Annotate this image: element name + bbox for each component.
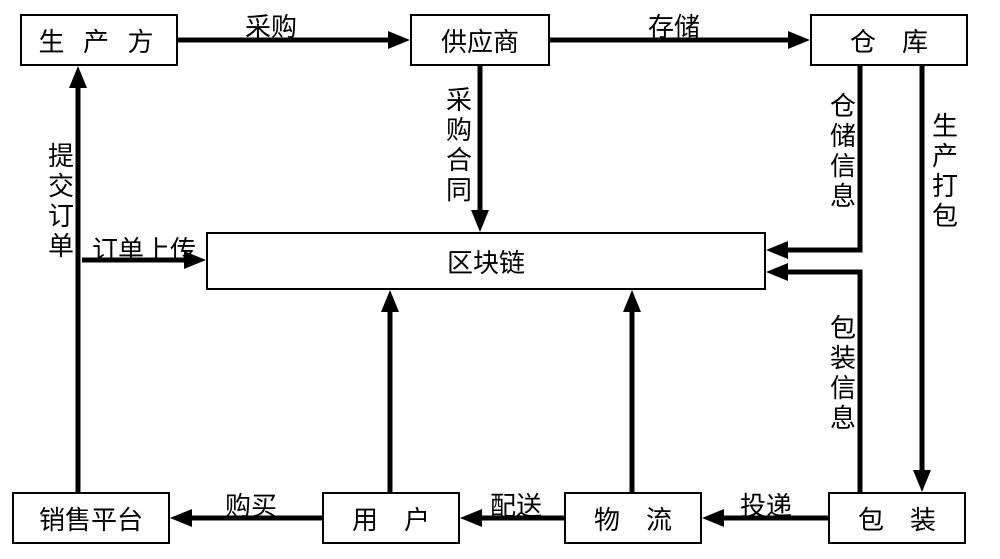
edge-e_log_to_bc-head — [623, 290, 641, 312]
edge-e_deliver-head — [702, 509, 724, 527]
edge-e_prodpack-label: 生产打包 — [932, 112, 958, 232]
edge-e_dispatch-head — [460, 509, 482, 527]
edge-e_storageinfo-label-char-2: 信 — [830, 152, 856, 182]
edge-e_prodpack-label-char-0: 生 — [932, 112, 958, 142]
edge-e_submitorder-label-char-3: 单 — [48, 232, 74, 262]
edge-e_contract-label-char-3: 同 — [446, 176, 472, 206]
edge-e_contract-label-char-2: 合 — [446, 146, 472, 176]
edge-e_packinfo-label-char-3: 息 — [830, 404, 856, 434]
node-warehouse-label: 仓 库 — [850, 22, 928, 59]
node-producer: 生 产 方 — [20, 14, 178, 66]
flowchart-canvas: 生 产 方供应商仓 库区块链销售平台用 户物 流包 装采购存储采购合同仓储信息包… — [0, 0, 1000, 559]
edge-e_packinfo-label-char-1: 装 — [830, 344, 856, 374]
node-packaging-label: 包 装 — [858, 500, 936, 537]
edge-e_storageinfo-label: 仓储信息 — [830, 92, 856, 212]
edge-e_submitorder-label-char-2: 订 — [48, 202, 74, 232]
node-producer-label: 生 产 方 — [38, 22, 159, 59]
edge-e_prodpack-head — [913, 470, 931, 492]
edge-e_store-label: 存储 — [648, 7, 700, 44]
edge-e_buy-label: 购买 — [225, 486, 277, 523]
edge-e_contract-label: 采购合同 — [446, 86, 472, 206]
node-sales-label: 销售平台 — [39, 500, 143, 537]
edge-e_storageinfo-label-char-1: 储 — [830, 122, 856, 152]
node-packaging: 包 装 — [828, 492, 966, 544]
edge-e_packinfo-label: 包装信息 — [830, 314, 856, 434]
node-blockchain: 区块链 — [206, 232, 766, 290]
edge-e_packinfo-head — [766, 263, 788, 281]
edge-e_contract-head — [471, 210, 489, 232]
edge-e_store-head — [788, 31, 810, 49]
edge-e_dispatch-label: 配送 — [490, 486, 542, 523]
edge-e_submitorder-label-char-0: 提 — [48, 142, 74, 172]
edge-e_purchase-head — [388, 31, 410, 49]
edge-e_user_to_bc-head — [381, 290, 399, 312]
node-sales: 销售平台 — [12, 492, 170, 544]
edge-e_storageinfo-label-char-0: 仓 — [830, 92, 856, 122]
node-logistics: 物 流 — [564, 492, 702, 544]
edge-e_submitorder-label-char-1: 交 — [48, 172, 74, 202]
edge-e_uploadorder-label: 订单上传 — [92, 230, 196, 267]
node-blockchain-label: 区块链 — [447, 243, 525, 280]
edge-e_submitorder-label: 提交订单 — [48, 142, 74, 262]
edge-e_packinfo-label-char-0: 包 — [830, 314, 856, 344]
node-logistics-label: 物 流 — [594, 500, 672, 537]
edge-e_prodpack-label-char-2: 打 — [932, 172, 958, 202]
edge-e_prodpack-label-char-3: 包 — [932, 202, 958, 232]
node-supplier-label: 供应商 — [441, 22, 519, 59]
edge-e_buy-head — [170, 509, 192, 527]
node-user: 用 户 — [322, 492, 460, 544]
edge-e_storageinfo-head — [766, 241, 788, 259]
edge-e_purchase-label: 采购 — [245, 7, 297, 44]
node-supplier: 供应商 — [410, 14, 550, 66]
edge-e_submitorder-head — [69, 66, 87, 88]
edge-e_prodpack-label-char-1: 产 — [932, 142, 958, 172]
node-warehouse: 仓 库 — [810, 14, 968, 66]
node-user-label: 用 户 — [352, 500, 430, 537]
edge-e_packinfo-label-char-2: 信 — [830, 374, 856, 404]
edge-e_deliver-label: 投递 — [740, 486, 792, 523]
edge-e_contract-label-char-1: 购 — [446, 116, 472, 146]
edge-e_storageinfo-label-char-3: 息 — [830, 182, 856, 212]
edge-e_contract-label-char-0: 采 — [446, 86, 472, 116]
